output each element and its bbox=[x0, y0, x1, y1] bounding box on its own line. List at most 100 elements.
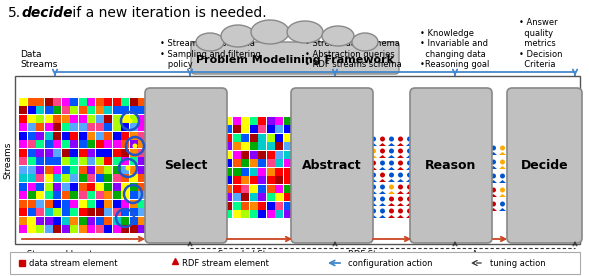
Bar bbox=[61, 97, 70, 105]
Bar bbox=[258, 125, 266, 133]
Bar bbox=[104, 208, 112, 216]
Bar bbox=[266, 150, 274, 158]
Circle shape bbox=[500, 174, 505, 179]
Bar bbox=[61, 200, 70, 208]
Polygon shape bbox=[370, 155, 377, 158]
Bar bbox=[45, 200, 52, 208]
Bar bbox=[250, 142, 257, 150]
Bar bbox=[241, 201, 249, 209]
Bar bbox=[53, 200, 61, 208]
Bar bbox=[19, 174, 27, 182]
Bar bbox=[224, 168, 232, 176]
Polygon shape bbox=[397, 179, 404, 182]
Bar bbox=[70, 97, 78, 105]
Bar bbox=[258, 142, 266, 150]
Polygon shape bbox=[388, 191, 395, 194]
Polygon shape bbox=[499, 152, 506, 155]
Circle shape bbox=[371, 137, 376, 142]
Bar bbox=[19, 123, 27, 131]
Polygon shape bbox=[397, 203, 404, 206]
Polygon shape bbox=[490, 194, 497, 197]
Bar bbox=[70, 208, 78, 216]
FancyBboxPatch shape bbox=[410, 88, 492, 243]
Bar bbox=[130, 216, 137, 224]
Bar bbox=[87, 148, 95, 156]
Bar bbox=[112, 140, 121, 148]
Bar bbox=[224, 210, 232, 218]
FancyBboxPatch shape bbox=[291, 88, 373, 243]
Bar bbox=[138, 157, 146, 165]
Text: Problem Modelining Framework: Problem Modelining Framework bbox=[196, 55, 394, 65]
Polygon shape bbox=[397, 167, 404, 170]
Bar bbox=[36, 97, 44, 105]
Bar bbox=[241, 116, 249, 124]
Bar bbox=[45, 216, 52, 224]
Bar bbox=[36, 166, 44, 174]
Bar bbox=[283, 176, 292, 184]
Polygon shape bbox=[406, 179, 413, 182]
Bar bbox=[130, 148, 137, 156]
Bar bbox=[95, 123, 104, 131]
Polygon shape bbox=[499, 166, 506, 169]
Bar bbox=[112, 191, 121, 199]
Text: decide: decide bbox=[22, 6, 74, 20]
Polygon shape bbox=[490, 166, 497, 169]
Bar bbox=[45, 208, 52, 216]
Bar bbox=[112, 200, 121, 208]
Bar bbox=[258, 159, 266, 167]
Bar bbox=[36, 208, 44, 216]
Bar bbox=[87, 140, 95, 148]
Bar bbox=[36, 106, 44, 114]
Bar bbox=[258, 116, 266, 124]
Bar bbox=[95, 166, 104, 174]
Bar bbox=[78, 225, 87, 233]
Circle shape bbox=[380, 137, 385, 142]
Circle shape bbox=[371, 161, 376, 166]
Bar bbox=[70, 140, 78, 148]
Bar bbox=[28, 106, 35, 114]
Bar bbox=[53, 140, 61, 148]
Bar bbox=[224, 142, 232, 150]
Bar bbox=[258, 176, 266, 184]
Bar bbox=[250, 168, 257, 176]
Circle shape bbox=[371, 184, 376, 190]
Polygon shape bbox=[379, 155, 386, 158]
Bar bbox=[53, 225, 61, 233]
Text: RDF Streams: RDF Streams bbox=[348, 250, 402, 259]
Text: • Stream data schema
• Sampling and filtering
   policy: • Stream data schema • Sampling and filt… bbox=[160, 39, 261, 69]
Bar bbox=[266, 168, 274, 176]
Polygon shape bbox=[388, 143, 395, 146]
Circle shape bbox=[125, 166, 131, 171]
Bar bbox=[104, 97, 112, 105]
Bar bbox=[112, 225, 121, 233]
Circle shape bbox=[380, 184, 385, 190]
Bar bbox=[53, 131, 61, 139]
Bar bbox=[130, 191, 137, 199]
Bar bbox=[266, 116, 274, 124]
Bar bbox=[61, 216, 70, 224]
Bar bbox=[283, 210, 292, 218]
Bar bbox=[138, 115, 146, 123]
Bar bbox=[87, 97, 95, 105]
Circle shape bbox=[407, 208, 412, 214]
Text: RDF stream element: RDF stream element bbox=[182, 259, 269, 267]
Circle shape bbox=[491, 201, 496, 206]
Bar bbox=[36, 157, 44, 165]
Bar bbox=[233, 201, 240, 209]
Text: if a new iteration is needed.: if a new iteration is needed. bbox=[68, 6, 267, 20]
Polygon shape bbox=[406, 167, 413, 170]
Text: Abstract: Abstract bbox=[302, 159, 362, 172]
Bar bbox=[53, 157, 61, 165]
Bar bbox=[138, 191, 146, 199]
Bar bbox=[104, 115, 112, 123]
Bar bbox=[130, 97, 137, 105]
Circle shape bbox=[407, 148, 412, 153]
Bar bbox=[233, 134, 240, 142]
Circle shape bbox=[371, 208, 376, 214]
Bar bbox=[250, 193, 257, 201]
Bar bbox=[95, 216, 104, 224]
Bar bbox=[233, 193, 240, 201]
Bar bbox=[95, 191, 104, 199]
Text: Data
Streams: Data Streams bbox=[20, 50, 57, 69]
Circle shape bbox=[398, 161, 403, 166]
